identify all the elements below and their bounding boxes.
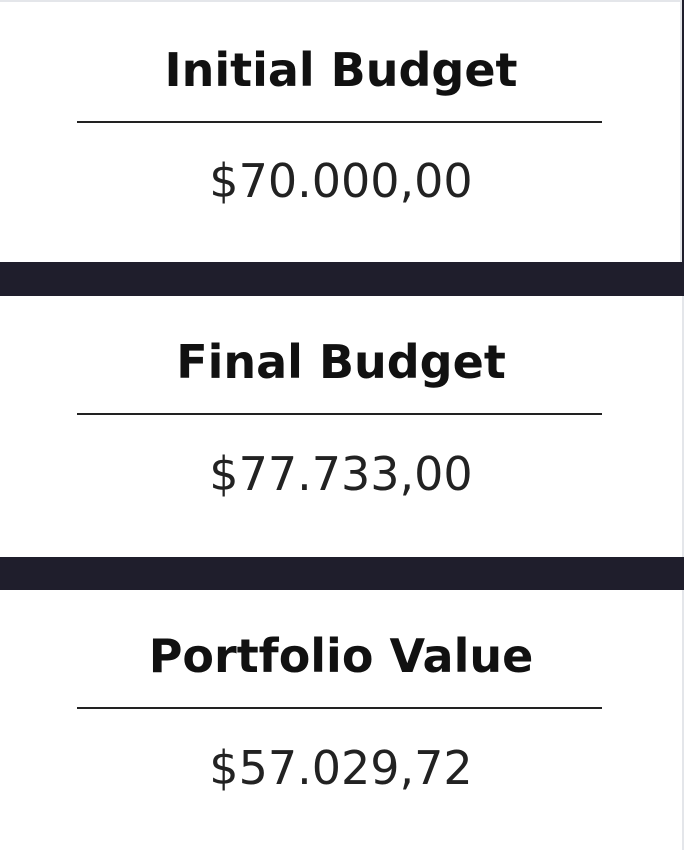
portfolio-value-title: Portfolio Value [148,629,534,683]
final-budget-title: Final Budget [176,335,506,389]
final-budget-value: $77.733,00 [209,447,473,501]
initial-budget-title: Initial Budget [164,43,518,97]
initial-budget-value: $70.000,00 [209,154,473,208]
final-budget-card: Final Budget $77.733,00 [0,296,684,557]
initial-budget-card: Initial Budget $70.000,00 [0,0,682,262]
portfolio-value-amount: $57.029,72 [209,741,473,795]
divider [77,121,602,123]
portfolio-value-card: Portfolio Value $57.029,72 [0,590,684,850]
divider [77,413,602,415]
divider [77,707,602,709]
